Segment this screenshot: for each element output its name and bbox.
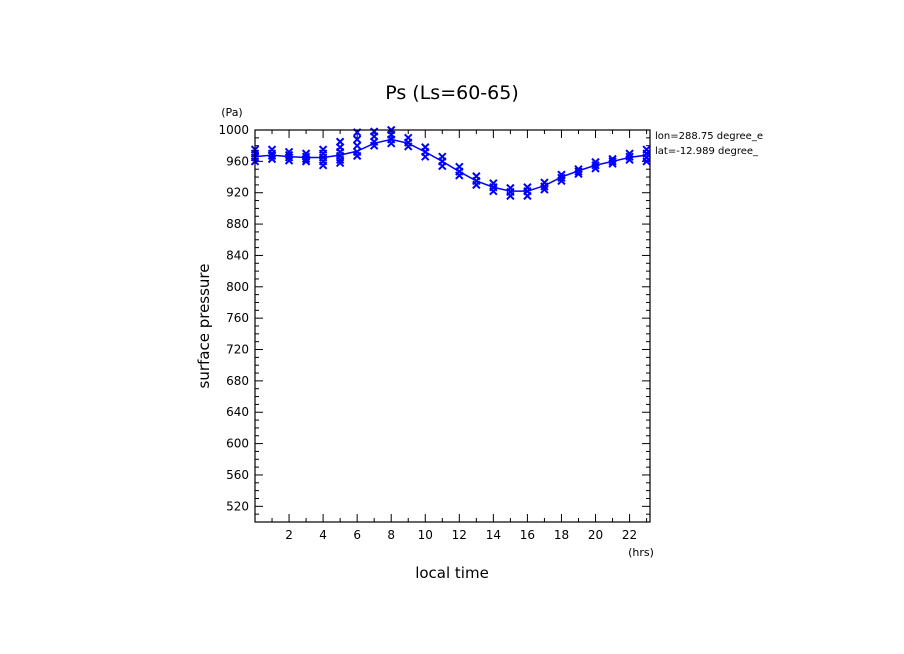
data-point — [284, 153, 294, 162]
y-tick-label: 840 — [226, 248, 249, 262]
plot-area: 2 4 6 8 10 12 14 16 18 20 22 520 560 600 640 680 720 760 8… — [218, 123, 651, 542]
data-point — [557, 173, 566, 183]
data-point — [608, 157, 617, 166]
data-point — [301, 154, 311, 164]
data-point — [267, 151, 277, 161]
data-point — [404, 142, 413, 151]
data-point — [472, 180, 481, 190]
x-tick-label: 14 — [486, 528, 501, 542]
data-point — [318, 161, 328, 170]
y-tick-label: 720 — [226, 343, 249, 357]
data-point — [438, 161, 447, 171]
x-tick-label: 4 — [319, 528, 327, 542]
data-point — [591, 157, 600, 167]
data-point — [540, 185, 549, 194]
data-point — [352, 151, 362, 161]
x-tick-label: 2 — [285, 528, 293, 542]
data-point — [284, 156, 294, 165]
y-tick-label: 520 — [226, 499, 249, 513]
y-tick-label: 1000 — [218, 123, 249, 137]
data-point — [574, 169, 583, 179]
data-point — [421, 152, 430, 161]
data-point — [591, 164, 600, 173]
y-tick-label: 960 — [226, 154, 249, 168]
data-point — [386, 139, 396, 148]
y-tick-label: 920 — [226, 186, 249, 200]
x-tick-label: 6 — [353, 528, 361, 542]
y-tick-label: 760 — [226, 311, 249, 325]
plot-frame — [254, 129, 651, 523]
lat-annotation: lat=-12.989 degree_ — [655, 146, 759, 157]
data-point — [489, 186, 498, 196]
x-tick-label: 10 — [418, 528, 433, 542]
chart-title: Ps (Ls=60-65) — [385, 82, 519, 104]
y-tick-label: 800 — [226, 280, 249, 294]
data-point — [557, 176, 566, 186]
x-tick-label: 8 — [387, 528, 395, 542]
x-tick-label: 12 — [452, 528, 467, 542]
data-point — [625, 155, 634, 164]
lon-annotation: lon=288.75 degree_e — [655, 131, 763, 142]
data-point — [352, 141, 362, 150]
y-tick-label: 600 — [226, 437, 249, 451]
data-point — [591, 161, 600, 170]
data-point — [455, 171, 464, 180]
y-tick-label: 880 — [226, 217, 249, 231]
x-tick-label: 16 — [520, 528, 535, 542]
data-point — [267, 154, 277, 164]
data-point — [625, 149, 634, 158]
x-tick-label: 20 — [588, 528, 603, 542]
series-line — [254, 138, 647, 192]
data-point — [523, 191, 532, 201]
data-point — [540, 182, 549, 191]
y-tick-label: 560 — [226, 468, 249, 482]
x-tick-label: 22 — [622, 528, 637, 542]
y-unit-label: (Pa) — [221, 106, 242, 119]
x-unit-label: (hrs) — [628, 546, 654, 559]
data-point — [335, 155, 345, 164]
data-point — [352, 135, 362, 144]
y-tick-label: 640 — [226, 405, 249, 419]
y-axis-label: surface pressure — [195, 264, 213, 389]
data-point — [574, 167, 583, 176]
data-point — [506, 191, 515, 201]
x-tick-label: 18 — [554, 528, 569, 542]
data-point — [301, 157, 311, 166]
data-point — [642, 157, 651, 166]
y-tick-label: 680 — [226, 374, 249, 388]
data-point — [335, 158, 345, 168]
data-point — [557, 170, 566, 179]
data-point — [625, 152, 634, 161]
x-axis-label: local time — [415, 564, 489, 582]
data-point — [608, 159, 617, 168]
data-point — [369, 141, 379, 150]
